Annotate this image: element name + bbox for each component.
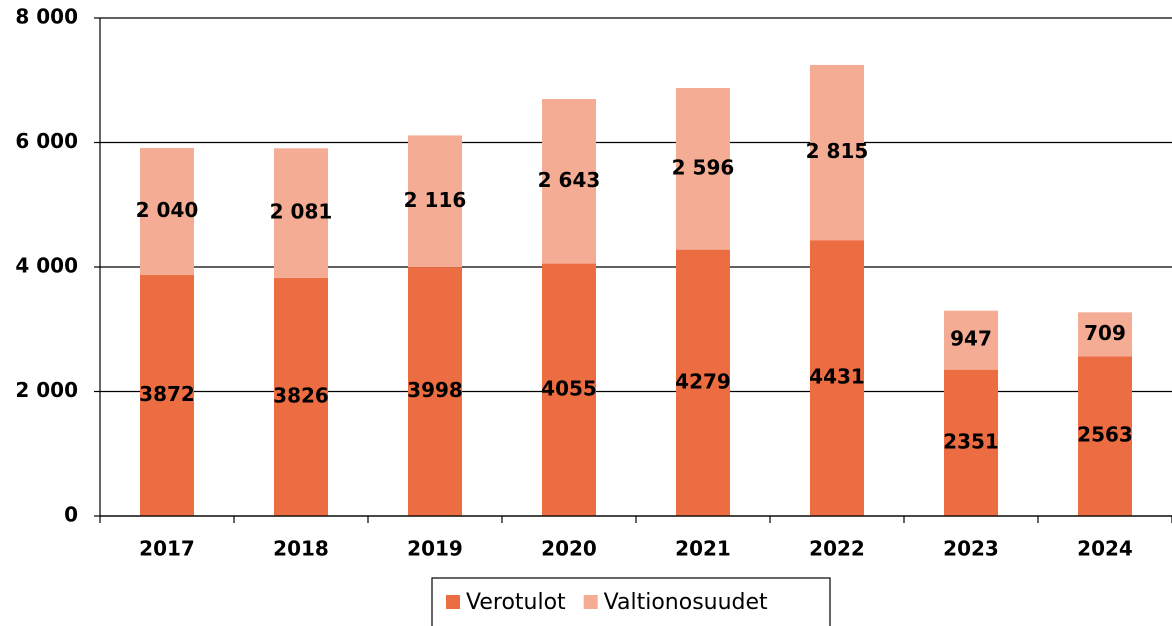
bar-segment bbox=[542, 99, 596, 264]
data-label: 2563 bbox=[1077, 423, 1133, 447]
x-tick-label: 2020 bbox=[541, 537, 597, 561]
bar-segment bbox=[676, 249, 730, 516]
data-label: 4431 bbox=[809, 365, 865, 389]
data-label: 2 815 bbox=[806, 139, 869, 163]
y-tick-label: 4 000 bbox=[15, 254, 78, 278]
legend-swatch bbox=[446, 595, 460, 609]
data-label: 2 116 bbox=[404, 188, 467, 212]
data-label: 4055 bbox=[541, 376, 597, 400]
bar-segment bbox=[274, 277, 328, 516]
x-tick-label: 2019 bbox=[407, 537, 463, 561]
bar-segment bbox=[944, 310, 998, 370]
data-label: 4279 bbox=[675, 369, 731, 393]
x-tick-label: 2023 bbox=[943, 537, 999, 561]
bar-segment bbox=[542, 263, 596, 516]
data-label: 3998 bbox=[407, 378, 463, 402]
data-label: 2 081 bbox=[270, 200, 333, 224]
data-label: 2 040 bbox=[136, 198, 199, 222]
data-label: 2 643 bbox=[538, 168, 601, 192]
legend-swatch bbox=[583, 595, 598, 609]
data-label: 2351 bbox=[943, 429, 999, 453]
bar-segment bbox=[810, 240, 864, 516]
x-tick-label: 2017 bbox=[139, 537, 195, 561]
y-tick-label: 8 000 bbox=[15, 5, 78, 29]
legend-box bbox=[431, 577, 831, 626]
bar-segment bbox=[140, 147, 194, 275]
legend-label: Verotulot bbox=[466, 590, 566, 615]
data-label: 2 596 bbox=[672, 155, 735, 179]
bar-segment bbox=[1078, 312, 1132, 357]
bar-segment bbox=[408, 267, 462, 516]
bar-segment bbox=[274, 148, 328, 278]
data-label: 3872 bbox=[139, 382, 195, 406]
y-tick-label: 6 000 bbox=[15, 129, 78, 153]
bar-segment bbox=[676, 88, 730, 250]
y-tick-label: 2 000 bbox=[15, 378, 78, 402]
data-label: 3826 bbox=[273, 383, 329, 407]
bar-segment bbox=[1078, 356, 1132, 516]
x-tick-label: 2022 bbox=[809, 537, 865, 561]
bar-segment bbox=[408, 135, 462, 268]
bar-segment bbox=[140, 274, 194, 516]
data-label: 947 bbox=[950, 327, 992, 351]
bar-segment bbox=[944, 369, 998, 516]
bar-segment bbox=[810, 64, 864, 241]
x-tick-label: 2024 bbox=[1077, 537, 1133, 561]
y-tick-label: 0 bbox=[64, 503, 78, 527]
legend-label: Valtionosuudet bbox=[604, 590, 768, 615]
x-tick-label: 2018 bbox=[273, 537, 329, 561]
data-label: 709 bbox=[1084, 321, 1126, 345]
x-tick-label: 2021 bbox=[675, 537, 731, 561]
